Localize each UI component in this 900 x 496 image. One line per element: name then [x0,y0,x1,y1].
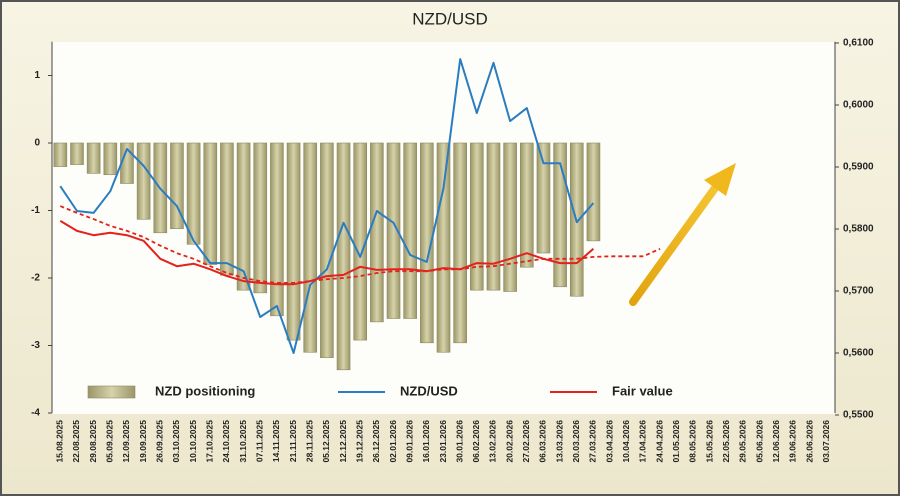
x-tick-label: 24.10.2025 [221,420,231,463]
y-tick-label: -4 [31,408,40,419]
bar [386,142,401,319]
y2-tick-label: 0,5800 [843,224,874,235]
line [59,58,595,354]
bar [86,142,101,174]
x-tick-label: 29.05.2026 [738,420,748,463]
x-tick-label: 01.05.2026 [671,420,681,463]
x-tick-label: 14.11.2025 [271,420,281,462]
bar [470,142,484,291]
y-tick-label: -2 [31,273,40,284]
bar [436,142,451,353]
bar [453,142,467,344]
bar [420,142,434,344]
x-tick-label: 27.03.2026 [588,420,598,463]
y-tick-label: -1 [31,205,40,216]
y2-tick-label: 0,6100 [843,38,874,49]
bar [553,142,567,288]
y2-tick-label: 0,5600 [843,348,874,359]
y2-tick-label: 0,5900 [843,162,874,173]
legend-label: Fair value [612,383,673,398]
x-tick-label: 28.11.2025 [304,420,314,462]
x-tick-label: 10.10.2025 [188,420,198,463]
x-tick-label: 03.07.2026 [821,420,831,463]
x-tick-label: 05.12.2025 [321,420,331,463]
x-tick-label: 06.03.2026 [538,420,548,463]
x-tick-label: 20.02.2026 [504,420,514,463]
bar [253,142,268,294]
bar [320,142,334,358]
bar [186,142,201,245]
bar [103,142,118,176]
x-tick-label: 05.09.2025 [105,420,115,463]
x-tick-label: 02.01.2026 [388,420,398,463]
x-tick-label: 13.03.2026 [554,420,564,463]
y-tick-label: 1 [34,70,40,81]
x-tick-label: 20.03.2026 [571,420,581,463]
x-tick-label: 08.05.2026 [688,420,698,463]
x-tick-label: 03.10.2025 [171,420,181,463]
line [59,220,595,286]
bar [270,142,284,317]
x-tick-label: 03.04.2026 [604,420,614,463]
x-tick-label: 07.11.2025 [254,420,264,462]
x-tick-label: 26.09.2025 [155,420,165,463]
x-tick-label: 30.01.2026 [454,420,464,463]
x-tick-label: 22.05.2026 [721,420,731,463]
line-dashed [59,205,661,284]
x-tick-label: 15.05.2026 [704,420,714,463]
bar [220,142,234,276]
x-tick-label: 19.06.2026 [788,420,798,463]
x-tick-label: 12.12.2025 [338,420,348,463]
x-tick-label: 16.01.2026 [421,420,431,463]
bar [53,142,68,167]
bar [503,142,517,292]
x-tick-label: 17.04.2026 [638,420,648,463]
x-tick-label: 06.02.2026 [471,420,481,463]
y-tick-label: 0 [34,138,40,149]
x-tick-label: 26.06.2026 [804,420,814,463]
chart-title: NZD/USD [412,9,488,28]
x-tick-label: 29.08.2025 [88,420,98,463]
bar [336,142,351,371]
x-tick-label: 22.08.2025 [71,420,81,463]
arrow [629,163,736,306]
bar [519,142,534,268]
bar [203,142,218,265]
x-tick-label: 24.04.2026 [654,420,664,463]
bar [236,142,251,291]
legend-label: NZD/USD [400,383,458,398]
bar [370,142,384,323]
x-tick-label: 09.01.2026 [404,420,414,463]
bar [170,142,184,230]
x-tick-label: 13.02.2026 [488,420,498,463]
bar [303,142,318,353]
legend-swatch [87,385,136,399]
x-tick-label: 26.12.2025 [371,420,381,463]
bar [136,142,151,220]
legend-label: NZD positioning [155,383,255,398]
x-tick-label: 19.09.2025 [138,420,148,463]
y2-tick-label: 0,5500 [843,410,874,421]
x-tick-label: 27.02.2026 [521,420,531,463]
y2-tick-label: 0,5700 [843,286,874,297]
bar [70,142,84,165]
x-tick-label: 21.11.2025 [288,420,298,462]
bar [286,142,301,341]
bar [486,142,501,291]
x-tick-label: 17.10.2025 [205,420,215,463]
y2-tick-label: 0,6000 [843,100,874,111]
x-tick-label: 10.04.2026 [621,420,631,463]
x-tick-label: 15.08.2025 [55,420,65,463]
x-tick-label: 12.06.2026 [771,420,781,463]
x-tick-label: 12.09.2025 [121,420,131,463]
y-tick-label: -3 [31,340,40,351]
bar [536,142,551,254]
x-tick-label: 19.12.2025 [354,420,364,463]
bar [586,142,601,242]
x-tick-label: 23.01.2026 [438,420,448,463]
x-tick-label: 05.06.2026 [754,420,764,463]
bar [403,142,417,319]
x-tick-label: 31.10.2025 [238,420,248,463]
